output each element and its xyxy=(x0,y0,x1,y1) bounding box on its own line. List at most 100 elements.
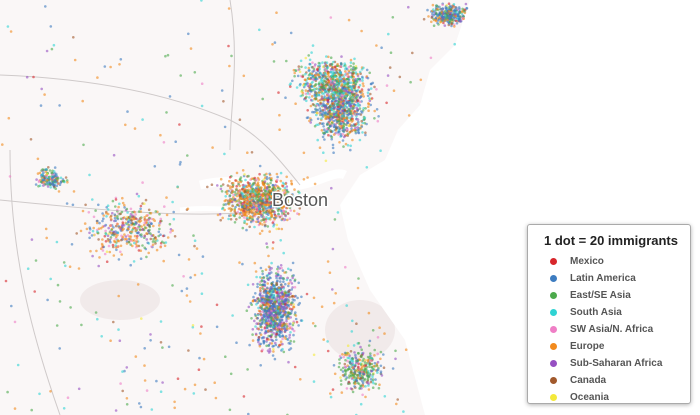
dot xyxy=(117,205,120,209)
dot xyxy=(372,368,375,371)
dot xyxy=(356,99,360,102)
dot xyxy=(351,390,355,394)
dot xyxy=(277,186,280,190)
dot xyxy=(26,267,30,271)
dot xyxy=(347,65,351,69)
dot xyxy=(362,107,365,110)
dot xyxy=(151,240,155,243)
dot xyxy=(457,6,461,9)
dot xyxy=(313,182,317,186)
dot xyxy=(265,344,268,348)
dot xyxy=(246,216,249,220)
dot xyxy=(323,95,326,98)
dot xyxy=(130,230,134,233)
dot xyxy=(341,126,345,130)
dot xyxy=(289,322,292,326)
dot xyxy=(349,68,353,71)
dot xyxy=(270,309,273,313)
dot xyxy=(351,111,355,115)
dot xyxy=(297,190,300,193)
dot xyxy=(163,205,166,208)
dot xyxy=(450,18,454,21)
dot xyxy=(356,369,359,372)
dot xyxy=(98,256,101,259)
dot xyxy=(222,100,225,103)
dot xyxy=(243,191,247,194)
dot xyxy=(345,106,349,109)
dot xyxy=(349,105,352,108)
dot xyxy=(51,175,55,179)
dot xyxy=(260,186,263,189)
dot xyxy=(261,287,265,290)
dot xyxy=(135,240,139,243)
dot xyxy=(338,111,342,115)
dot xyxy=(261,97,265,101)
dot xyxy=(285,315,288,319)
dot xyxy=(263,193,267,196)
dot xyxy=(125,242,129,245)
dot xyxy=(220,190,224,193)
dot xyxy=(251,299,255,303)
dot xyxy=(332,151,335,154)
dot xyxy=(197,368,201,372)
dot xyxy=(331,97,335,100)
dot xyxy=(363,116,367,120)
dot xyxy=(114,246,118,249)
dot xyxy=(106,208,110,211)
dot xyxy=(252,195,255,198)
dot xyxy=(189,47,193,50)
dot xyxy=(376,360,380,364)
dot xyxy=(200,0,203,2)
dot xyxy=(289,311,293,315)
dot xyxy=(321,135,325,139)
dot xyxy=(435,4,438,7)
dot xyxy=(186,154,189,157)
dot xyxy=(243,219,246,223)
dot xyxy=(277,288,281,292)
dot xyxy=(159,217,163,221)
dot xyxy=(276,279,279,283)
dot xyxy=(296,212,299,215)
dot xyxy=(279,264,283,267)
dot xyxy=(353,371,356,374)
dot xyxy=(297,65,301,68)
dot xyxy=(345,101,349,104)
dot xyxy=(243,195,246,198)
dot xyxy=(357,341,361,345)
dot xyxy=(227,217,230,221)
dot xyxy=(91,198,94,201)
dot xyxy=(270,290,274,293)
dot xyxy=(96,317,99,321)
dot xyxy=(42,184,45,187)
dot xyxy=(328,118,332,121)
dot xyxy=(213,381,216,385)
dot xyxy=(103,65,107,68)
dot xyxy=(342,355,346,359)
dot xyxy=(351,357,355,361)
dot xyxy=(359,72,362,75)
dot xyxy=(258,319,262,323)
dot xyxy=(152,237,155,241)
dot xyxy=(123,237,127,241)
dot xyxy=(441,15,444,18)
dot xyxy=(284,210,288,213)
dot xyxy=(30,238,34,241)
dot xyxy=(142,223,146,227)
dot xyxy=(265,187,269,191)
dot xyxy=(366,371,369,375)
dot xyxy=(104,240,108,243)
dot xyxy=(265,216,268,219)
dot xyxy=(254,186,258,190)
dot xyxy=(248,202,252,205)
dot xyxy=(65,179,69,182)
dot xyxy=(430,16,434,19)
dot xyxy=(268,347,272,351)
legend-item: Oceania xyxy=(540,389,682,406)
dot xyxy=(465,6,469,10)
dot xyxy=(278,318,281,321)
dot xyxy=(376,352,380,356)
dot xyxy=(333,75,337,79)
dot xyxy=(361,393,364,397)
dot xyxy=(322,125,325,128)
